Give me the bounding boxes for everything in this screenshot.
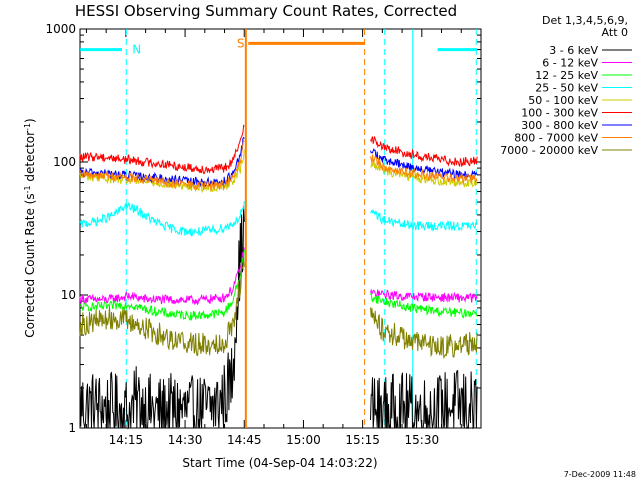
series-line	[79, 247, 245, 306]
series-25-50-kev	[79, 200, 478, 237]
series-line	[370, 307, 478, 359]
series-line	[79, 200, 245, 237]
series-line	[370, 288, 478, 304]
series-line	[370, 209, 478, 232]
series-line	[370, 154, 478, 186]
y-axis-label-sup2: -1	[23, 123, 32, 131]
series-800-7000-kev	[79, 138, 478, 191]
x-tick-label: 15:15	[345, 433, 380, 447]
series-line	[79, 138, 245, 191]
series-line	[79, 124, 245, 175]
legend-entry-label: 6 - 12 keV	[542, 57, 598, 70]
series-line	[370, 136, 478, 168]
y-tick-label: 1000	[45, 22, 76, 36]
flag-label: S	[237, 36, 245, 50]
legend-entry-label: 3 - 6 keV	[549, 44, 598, 57]
series-7000-20000-kev	[79, 256, 478, 359]
legend-entry-label: 50 - 100 keV	[528, 94, 598, 107]
legend-entry-label: 12 - 25 keV	[535, 69, 598, 82]
plot-area: 1 10 100 1000 14:15 14:30 14:45 15:00 15:15 15:30…	[45, 22, 482, 447]
y-axis-label-sup1: -1	[23, 185, 32, 193]
y-axis-label-end: )	[23, 118, 37, 123]
y-axis-label-base: Corrected Count Rate (s	[23, 193, 37, 337]
legend-entry-label: 7000 - 20000 keV	[500, 144, 598, 157]
series-line	[79, 206, 245, 430]
legend-entry-label: 800 - 7000 keV	[514, 132, 598, 145]
legend-header-detectors: Det 1,3,4,5,6,9,	[542, 14, 628, 27]
footer-timestamp: 7-Dec-2009 11:48	[564, 470, 636, 479]
legend-entry-label: 25 - 50 keV	[535, 82, 598, 95]
y-axis-label: Corrected Count Rate (s-1 detector-1)	[23, 118, 38, 337]
x-axis-label: Start Time (04-Sep-04 14:03:22)	[182, 456, 377, 470]
series-line	[79, 256, 245, 357]
x-tick-label: 14:45	[227, 433, 262, 447]
x-tick-label: 15:30	[405, 433, 440, 447]
x-tick-label: 15:00	[286, 433, 321, 447]
y-tick-label: 10	[61, 288, 76, 302]
legend-header-attenuator: Att 0	[602, 26, 628, 39]
y-axis-label-mid: detector	[23, 131, 37, 186]
series-line	[79, 149, 245, 194]
series-6-12-kev	[79, 247, 478, 306]
legend-entry-label: 300 - 800 keV	[521, 119, 598, 132]
series-3-6-kev	[79, 206, 478, 430]
y-tick-label: 1	[68, 421, 76, 435]
series-line	[79, 249, 245, 321]
series-100-300-kev	[79, 124, 478, 175]
x-tick-label: 14:15	[109, 433, 144, 447]
y-tick-label: 100	[53, 155, 76, 169]
x-tick-label: 14:30	[168, 433, 203, 447]
series-line	[370, 291, 478, 319]
chart-title: HESSI Observing Summary Count Rates, Cor…	[75, 2, 457, 20]
series-line	[370, 370, 478, 430]
flag-label: N	[132, 43, 141, 57]
series-50-100-kev	[79, 149, 478, 194]
legend-entry-label: 100 - 300 keV	[521, 107, 598, 120]
series-12-25-kev	[79, 249, 478, 321]
plot-frame	[79, 28, 482, 429]
